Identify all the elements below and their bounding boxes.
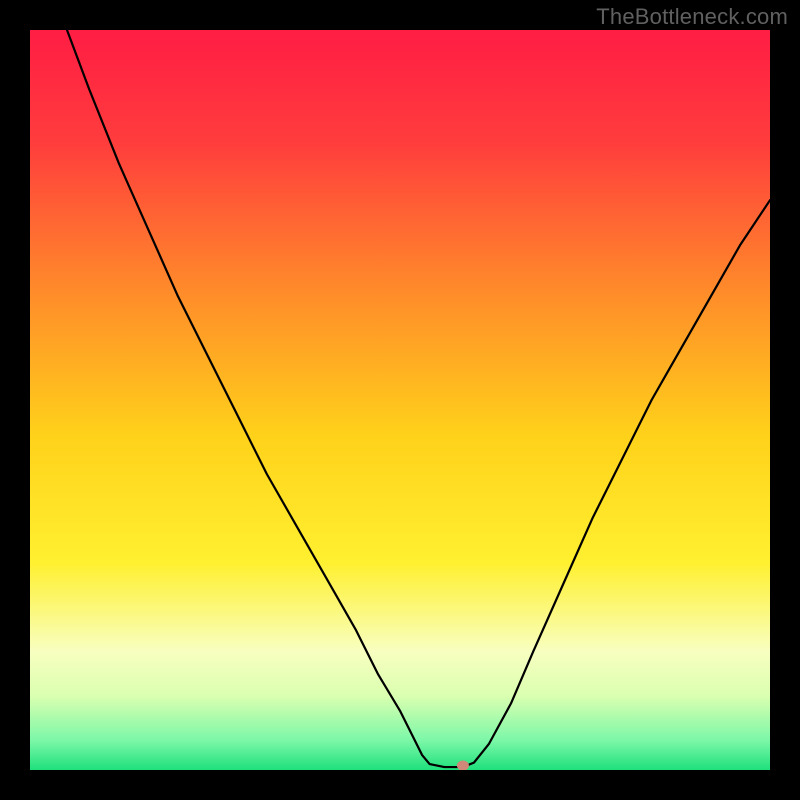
gradient-background	[30, 30, 770, 770]
chart-frame: TheBottleneck.com	[0, 0, 800, 800]
plot-svg	[30, 30, 770, 770]
plot-area	[30, 30, 770, 770]
watermark-label: TheBottleneck.com	[596, 4, 788, 30]
